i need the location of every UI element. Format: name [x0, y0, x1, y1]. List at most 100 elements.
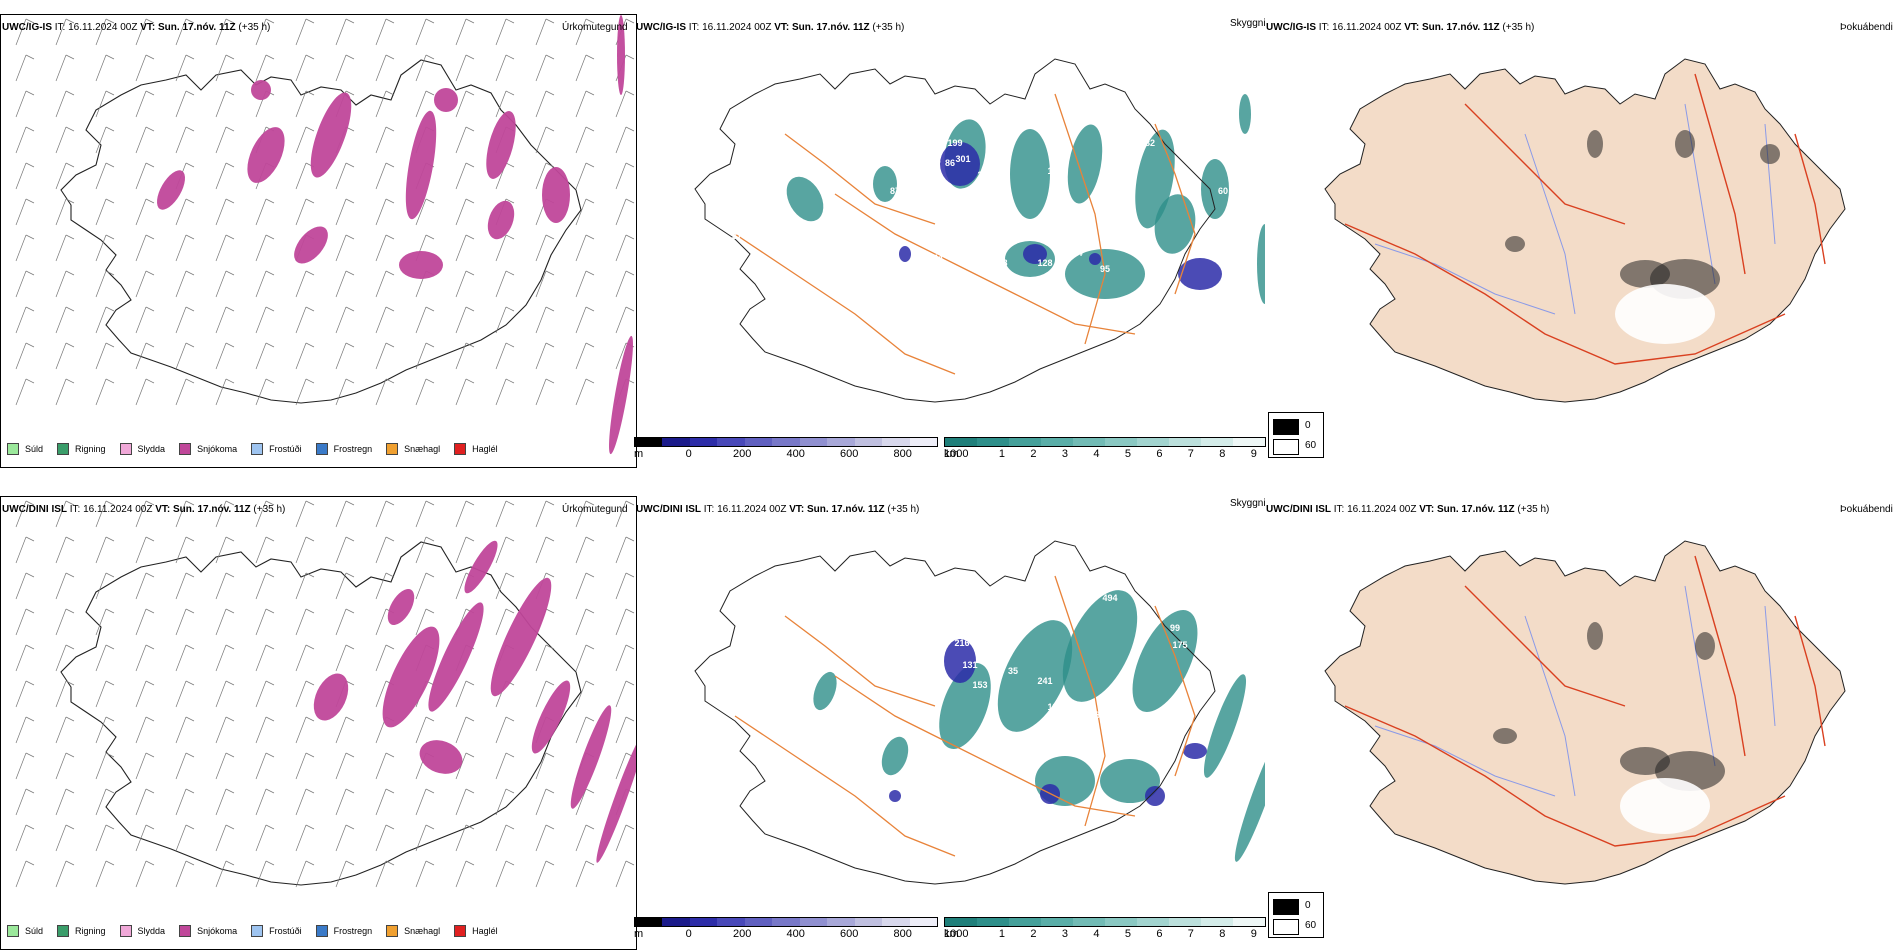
wind-barb-flag: [305, 378, 315, 384]
wind-barb-flag: [425, 198, 435, 204]
wind-barb-flag: [545, 644, 555, 650]
field-blob: [1100, 759, 1160, 803]
wind-barb: [95, 572, 107, 600]
model-name: UWC/IG-IS: [1266, 22, 1316, 33]
wind-barb: [535, 824, 547, 852]
precip-legend-bottom: Súld Rigning Slydda Snjókoma Frostúði Frostre…: [7, 925, 512, 937]
scale-tick: 0: [685, 448, 692, 460]
wind-barb: [615, 644, 627, 672]
wind-barb-flag: [185, 500, 195, 506]
colorbar-cell: [1009, 438, 1041, 446]
scale-tick: 3: [1061, 928, 1068, 940]
colorbar-cell: [1169, 438, 1201, 446]
wind-barb: [575, 824, 587, 852]
wind-barb-flag: [545, 860, 555, 866]
wind-barb-flag: [185, 126, 195, 132]
field-blob: [889, 790, 901, 802]
wind-barb-flag: [105, 378, 115, 384]
wind-barb: [535, 500, 547, 528]
legend-item: Súld: [7, 925, 43, 937]
legend-swatch: [315, 925, 328, 937]
wind-barb-flag: [265, 860, 275, 866]
wind-barb: [135, 752, 147, 780]
wind-barb: [495, 536, 507, 564]
wind-barb-flag: [585, 500, 595, 506]
wind-barb: [615, 500, 627, 528]
wind-barb-flag: [345, 752, 355, 758]
legend-label: Súld: [25, 444, 44, 454]
field-blob: [1183, 743, 1207, 759]
colorbar-cell: [1169, 918, 1201, 926]
wind-barb-flag: [225, 306, 235, 312]
wind-barb-flag: [385, 18, 395, 24]
wind-barb-flag: [145, 860, 155, 866]
wind-barb-flag: [465, 90, 475, 96]
wind-barb: [135, 342, 147, 370]
legend-item: Slydda: [119, 443, 165, 455]
wind-barb: [255, 270, 267, 298]
wind-barb: [95, 536, 107, 564]
wind-barb-flag: [385, 536, 395, 542]
wind-barb-flag: [505, 824, 515, 830]
wind-barb-flag: [425, 234, 435, 240]
cloud-label: 128: [1037, 258, 1052, 268]
wind-barb-flag: [265, 234, 275, 240]
wind-barb-flag: [225, 162, 235, 168]
wind-barb-flag: [265, 536, 275, 542]
wind-barb: [95, 234, 107, 262]
wind-barb: [175, 54, 187, 82]
wind-barb: [55, 126, 67, 154]
cloud-label: 218: [992, 258, 1007, 268]
wind-barb-flag: [425, 608, 435, 614]
wind-barb-flag: [185, 198, 195, 204]
wind-barb-flag: [465, 500, 475, 506]
wind-barb: [335, 824, 347, 852]
wind-barb: [615, 824, 627, 852]
colorbar-cell: [772, 438, 800, 446]
wind-barb: [175, 342, 187, 370]
scale-tick: 5: [1124, 928, 1131, 940]
wind-barb: [615, 860, 627, 888]
wind-barb: [55, 306, 67, 334]
wind-barb-flag: [505, 18, 515, 24]
wind-barb: [415, 54, 427, 82]
field-blob: [1067, 124, 1103, 204]
wind-barb-flag: [545, 752, 555, 758]
colorbar-cell: [1105, 918, 1137, 926]
wind-barb-flag: [25, 234, 35, 240]
field-blob: [939, 663, 991, 749]
wind-barb-flag: [385, 500, 395, 506]
field-blob: [1154, 194, 1196, 254]
wind-barb: [215, 162, 227, 190]
wind-barb-flag: [345, 54, 355, 60]
wind-barb: [15, 680, 27, 708]
colorbar-cell: [1201, 438, 1233, 446]
cloud-label: 297: [977, 170, 992, 180]
scale-tick: 600: [840, 928, 859, 940]
wind-barb-flag: [385, 824, 395, 830]
wind-barb: [135, 378, 147, 406]
wind-barb-flag: [465, 860, 475, 866]
wind-barb-flag: [505, 162, 515, 168]
wind-barb: [295, 608, 307, 636]
wind-barb: [215, 824, 227, 852]
field-blob: [997, 620, 1073, 732]
field-blob: [405, 110, 437, 220]
wind-barb-flag: [65, 824, 75, 830]
wind-barb-flag: [105, 860, 115, 866]
cloud-label: 281: [1105, 746, 1120, 756]
colorbar-cell: [977, 438, 1009, 446]
wind-barb: [135, 90, 147, 118]
wind-barb: [15, 126, 27, 154]
colorbar-cell: [717, 918, 745, 926]
legend-swatch: [315, 443, 328, 455]
cloud-label: 44: [933, 253, 943, 263]
wind-barb: [135, 680, 147, 708]
wind-barb-flag: [105, 198, 115, 204]
wind-barb: [175, 788, 187, 816]
fog-label-high: 0: [1305, 900, 1311, 911]
wind-barb: [535, 378, 547, 406]
wind-barb: [495, 270, 507, 298]
wind-barb-flag: [465, 680, 475, 686]
wind-barb: [255, 860, 267, 888]
